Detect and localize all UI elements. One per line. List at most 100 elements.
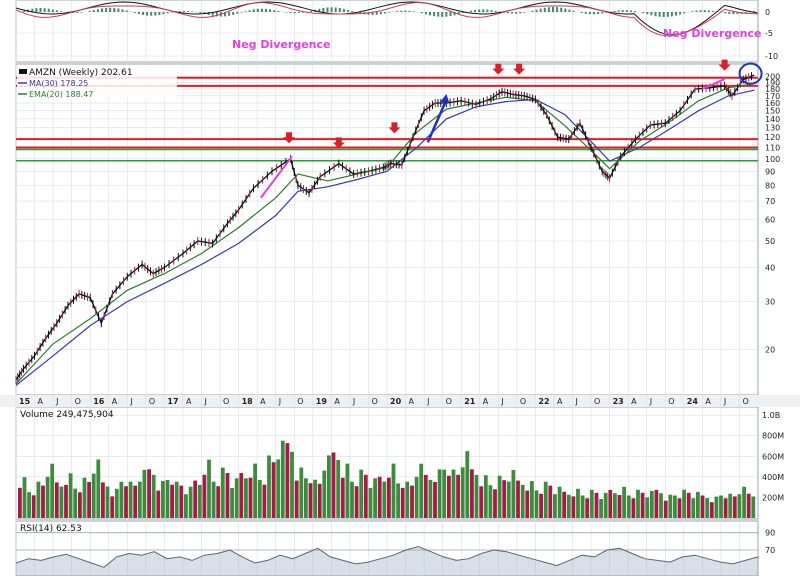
legend-price: AMZN (Weekly) 202.61 [29, 68, 133, 78]
volume-bar [304, 478, 308, 518]
volume-bar [156, 490, 161, 518]
x-tick-label: J [723, 397, 726, 406]
volume-bar [682, 489, 686, 518]
volume-bar [59, 486, 64, 518]
price-tick-label: 60 [765, 215, 775, 224]
volume-bar [340, 477, 345, 518]
volume-tick-label: 400M [762, 473, 784, 482]
legend-ema: EMA(20) 188.47 [29, 90, 93, 99]
rsi-tick-label: 90 [765, 529, 775, 538]
x-tick-label: J [352, 397, 355, 406]
macd-tick-label: -10 [765, 52, 778, 61]
x-tick-label: A [334, 397, 340, 406]
x-tick-label: O [520, 397, 526, 406]
price-tick-label: 70 [765, 197, 775, 206]
volume-bar [585, 498, 590, 518]
volume-bar [580, 495, 585, 518]
volume-bar [354, 486, 359, 518]
volume-bar [202, 474, 207, 518]
price-tick-label: 180 [765, 85, 780, 94]
volume-bar [313, 479, 317, 518]
volume-bar [253, 463, 257, 518]
volume-bar [700, 495, 705, 518]
price-tick-label: 90 [765, 167, 775, 176]
volume-bar [368, 487, 373, 518]
volume-bar [36, 481, 41, 518]
volume-bar [566, 494, 571, 518]
down-arrow [492, 63, 505, 75]
x-tick-label: J [500, 397, 503, 406]
volume-bar [327, 455, 331, 518]
volume-bar [105, 486, 110, 518]
volume-bar [322, 470, 327, 518]
volume-bar [373, 478, 377, 518]
volume-tick-label: 800M [762, 432, 784, 441]
down-arrow [388, 122, 401, 134]
x-tick-label: O [594, 397, 600, 406]
volume-bar [91, 473, 96, 518]
volume-bar [18, 487, 22, 518]
legend-swatch-price [19, 69, 27, 74]
x-axis-band [0, 395, 800, 407]
divergence-line [260, 155, 293, 199]
x-tick-label: A [483, 397, 489, 406]
volume-bar [110, 496, 115, 518]
price-tick-label: 110 [765, 143, 780, 152]
volume-bar [442, 469, 447, 518]
volume-bar [165, 480, 170, 518]
price-tick-label: 140 [765, 115, 780, 124]
volume-bar [553, 494, 557, 518]
x-tick-label: O [742, 397, 748, 406]
volume-bar [45, 476, 50, 518]
volume-bar [659, 493, 663, 518]
volume-bar [396, 483, 400, 518]
volume-bar [423, 474, 428, 518]
volume-bar [267, 455, 271, 518]
x-tick-label: A [260, 397, 266, 406]
volume-bar [239, 473, 244, 518]
x-tick-label: O [223, 397, 229, 406]
price-tick-label: 200 [765, 73, 780, 82]
volume-bar [96, 459, 101, 518]
volume-bar [599, 499, 603, 518]
x-tick-label: 23 [613, 397, 624, 406]
volume-bar [539, 493, 543, 518]
volume-bar [728, 493, 733, 518]
volume-bar [193, 480, 198, 518]
x-tick-label: O [371, 397, 377, 406]
volume-bar [27, 492, 31, 518]
volume-bar [746, 493, 751, 518]
volume-bar [483, 475, 488, 518]
volume-bar [493, 489, 497, 518]
price-tick-label: 100 [765, 155, 780, 164]
volume-bar [234, 478, 239, 518]
neg-divergence-label-1: Neg Divergence [232, 38, 330, 51]
volume-bar [613, 493, 617, 518]
axis-labels: 15 A J O 16 A J O 17 A J O 18 A J O 19 A J O 20 A J O 21 A J O 22 A J O… [19, 8, 784, 555]
rsi-label: RSI(14) 62.53 [20, 524, 82, 534]
volume-bar [170, 484, 174, 518]
volume-bar [488, 485, 493, 518]
volume-bar [751, 496, 756, 518]
volume-bar [377, 476, 382, 518]
price-tick-label: 190 [765, 79, 780, 88]
x-tick-label: 18 [242, 397, 254, 406]
price-tick-label: 80 [765, 181, 775, 190]
down-arrow [718, 59, 731, 71]
volume-bar [64, 484, 68, 518]
volume-bar [410, 485, 414, 518]
volume-bar [520, 484, 525, 518]
volume-bar [137, 481, 142, 518]
volume-bar [128, 481, 133, 518]
volume-bar [576, 488, 580, 518]
x-tick-label: J [204, 397, 207, 406]
volume-bar [124, 486, 128, 518]
volume-bar [447, 475, 451, 518]
volume-bar [414, 476, 419, 518]
macd-tick-label: -5 [765, 29, 773, 38]
volume-bar [530, 481, 534, 518]
volume-bar [276, 459, 281, 518]
volume-bar [41, 485, 45, 518]
volume-bar [673, 495, 677, 518]
